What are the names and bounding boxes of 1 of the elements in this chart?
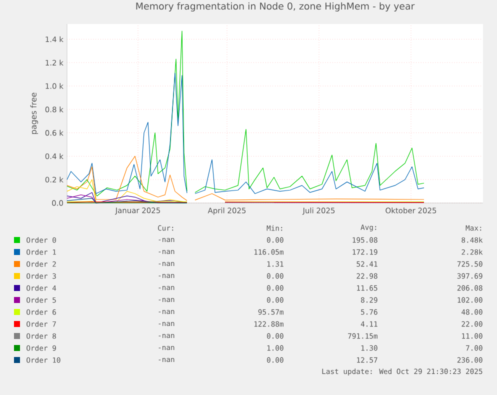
chart-title: Memory fragmentation in Node 0, zone HighMem - by year — [136, 2, 415, 12]
